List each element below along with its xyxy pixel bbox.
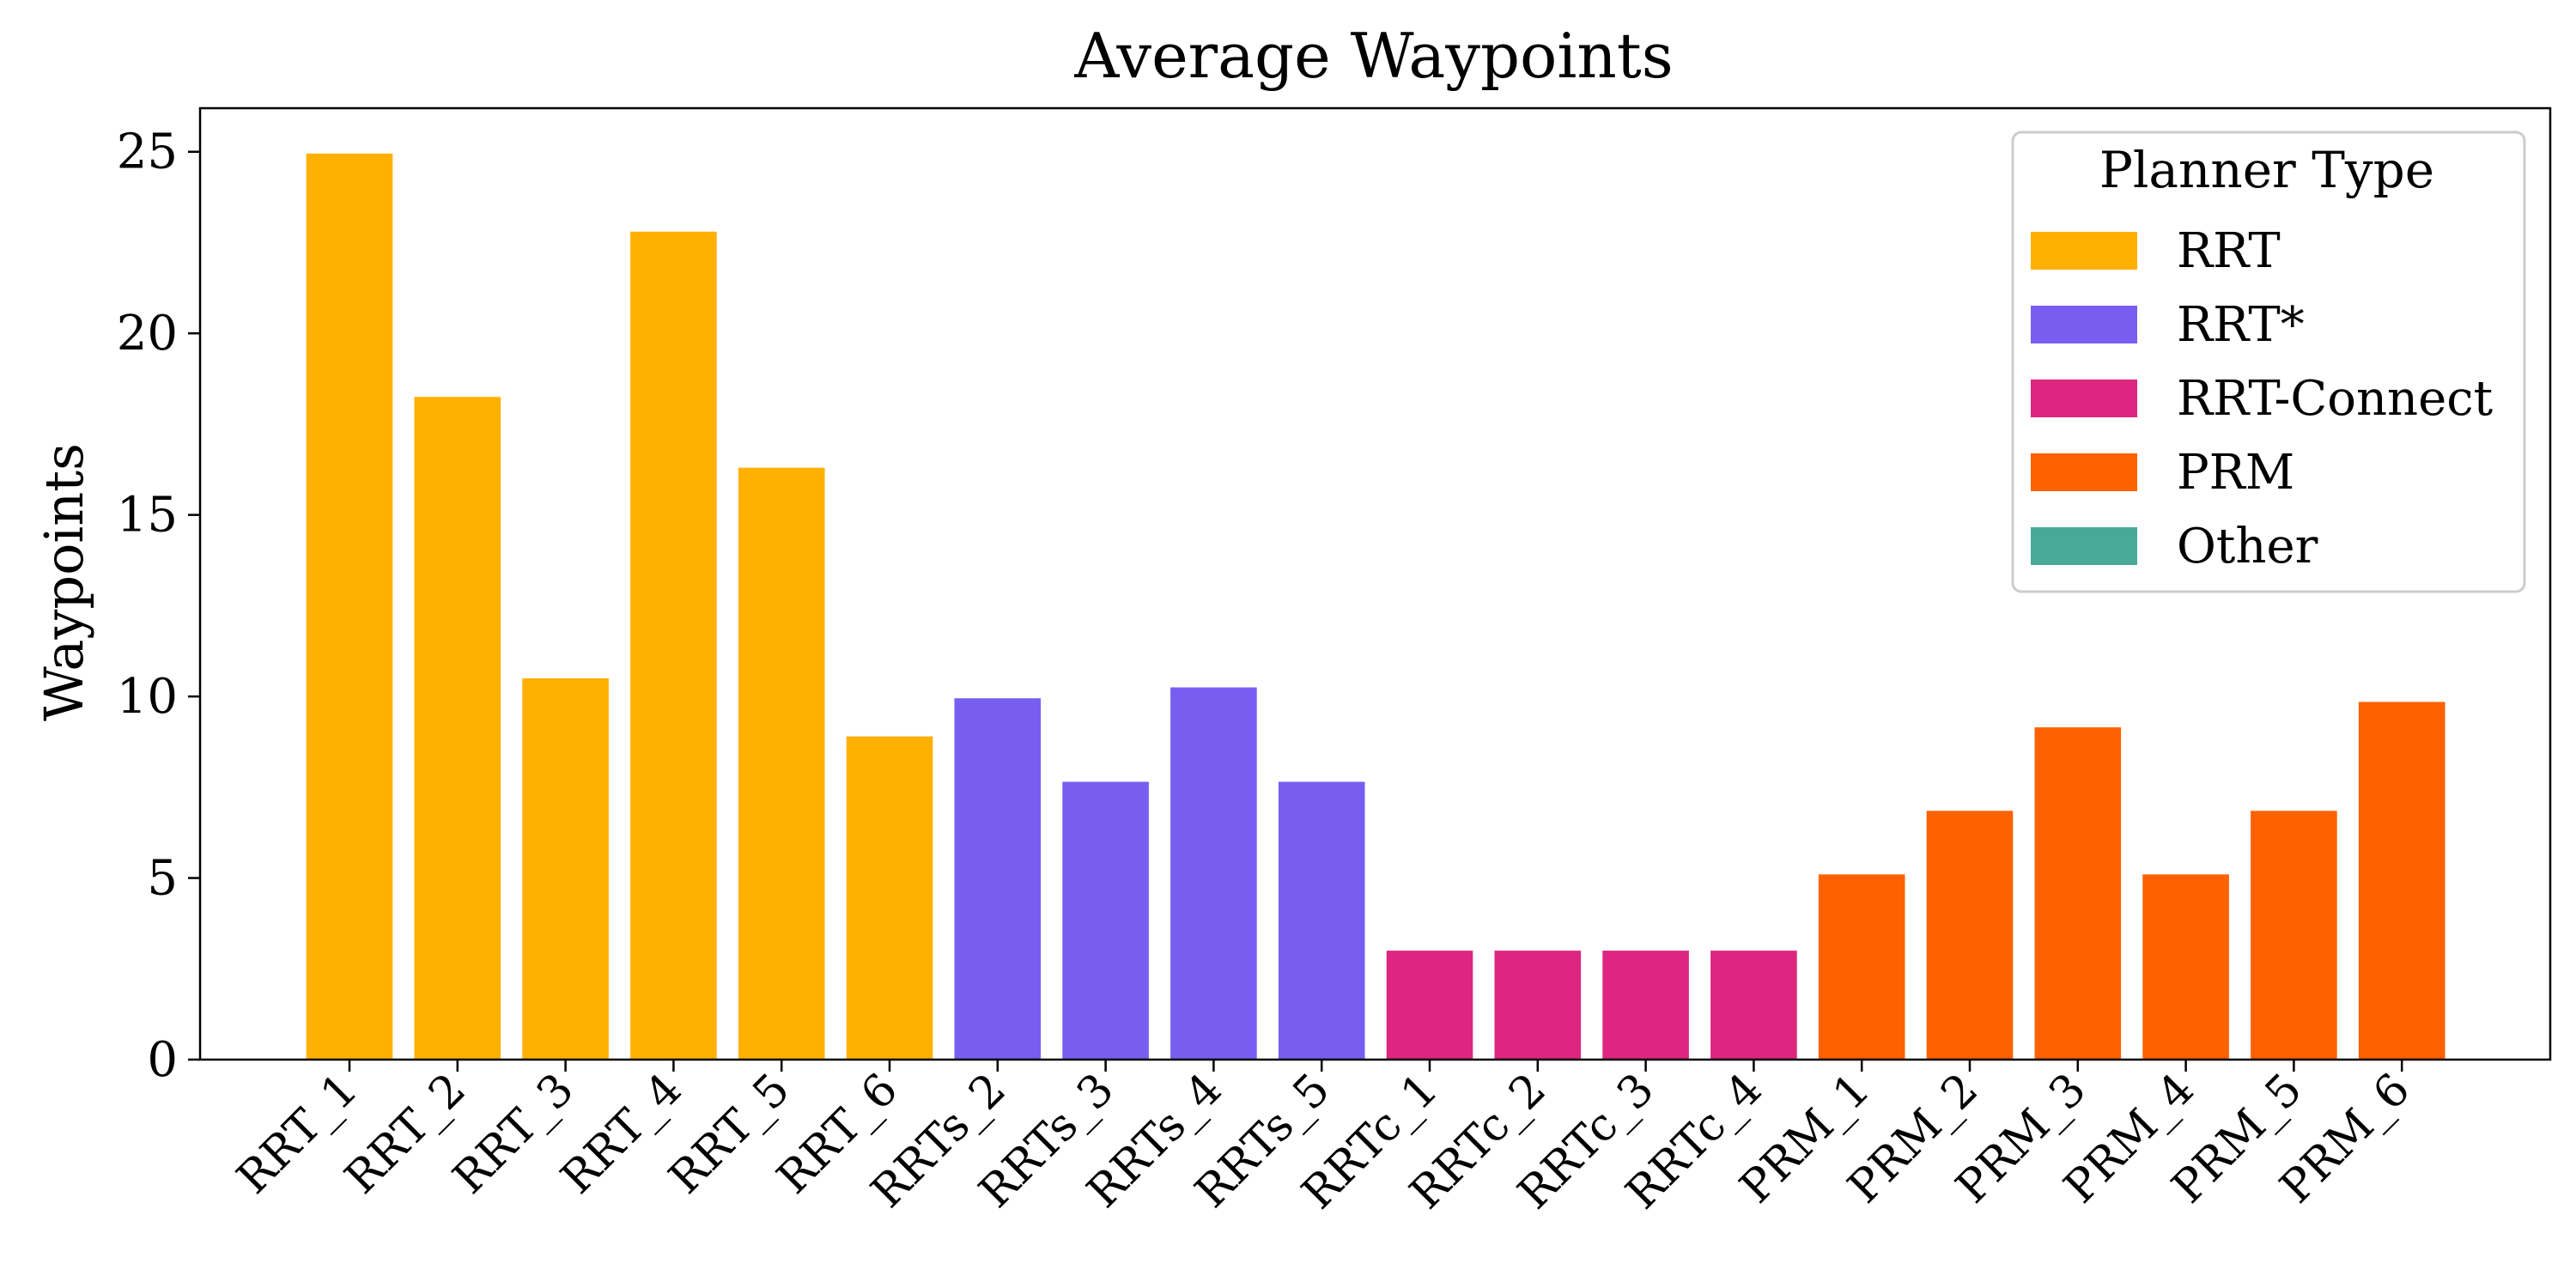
bar-rrts-3	[1062, 781, 1149, 1060]
bar-prm-3	[2034, 727, 2122, 1060]
legend-label: RRT*	[2177, 297, 2305, 353]
x-ticks-group: RRT_1RRT_2RRT_3RRT_4RRT_5RRT_6RRTs_2RRTs…	[228, 1060, 2420, 1219]
bar-rrt-1	[306, 153, 393, 1060]
bar-prm-6	[2358, 702, 2445, 1060]
y-tick-label: 20	[117, 306, 178, 361]
bar-prm-2	[1926, 811, 2014, 1060]
bar-rrt-6	[846, 736, 933, 1060]
bar-rrts-2	[954, 698, 1042, 1060]
y-tick-label: 0	[147, 1032, 178, 1088]
bar-rrt-4	[630, 231, 717, 1060]
x-tick-label: RRT_2	[336, 1064, 476, 1204]
legend-label: RRT-Connect	[2177, 371, 2494, 427]
plot-frame	[198, 106, 2552, 1061]
legend-label: PRM	[2177, 445, 2294, 501]
y-ticks-group: 0 5 10 15 20 25	[117, 125, 200, 1088]
y-tick-label: 5	[147, 851, 178, 907]
legend-label: Other	[2177, 519, 2318, 574]
legend-entries: RRT RRT* RRT-Connect PRM Other	[2031, 223, 2494, 574]
bar-prm-4	[2142, 874, 2229, 1060]
bar-rrts-4	[1170, 687, 1257, 1060]
bar-prm-5	[2251, 811, 2337, 1060]
legend-title: Planner Type	[2099, 141, 2434, 199]
legend-swatch	[2031, 380, 2137, 417]
legend-swatch	[2031, 527, 2137, 565]
bar-rrts-5	[1278, 781, 1365, 1060]
y-tick-label: 25	[117, 125, 178, 180]
bar-rrt-3	[522, 677, 609, 1060]
bar-rrtc-4	[1710, 951, 1797, 1060]
chart-title: Average Waypoints	[1073, 20, 1673, 92]
bar-rrt-5	[738, 467, 825, 1060]
y-tick-label: 15	[117, 488, 178, 544]
bar-rrtc-3	[1602, 951, 1689, 1060]
x-tick-label: RRT_4	[551, 1064, 691, 1204]
x-tick-label: RRT_1	[228, 1064, 368, 1204]
legend-swatch	[2031, 232, 2137, 270]
bar-rrtc-2	[1494, 951, 1582, 1060]
legend-swatch	[2031, 306, 2137, 343]
bar-rrtc-1	[1386, 951, 1473, 1060]
legend-box	[2011, 131, 2526, 593]
legend: Planner Type RRT RRT* RRT-Connect PRM Other	[2011, 131, 2526, 593]
bar-rrt-2	[414, 397, 501, 1060]
x-tick-label: RRT_3	[443, 1064, 583, 1204]
bars-group	[306, 153, 2445, 1060]
x-tick-label: RRT_5	[659, 1064, 799, 1204]
bar-prm-1	[1818, 874, 1905, 1060]
y-tick-label: 10	[117, 669, 178, 725]
y-axis-label: Waypoints	[33, 443, 95, 721]
legend-label: RRT	[2177, 223, 2281, 279]
legend-swatch	[2031, 453, 2137, 491]
